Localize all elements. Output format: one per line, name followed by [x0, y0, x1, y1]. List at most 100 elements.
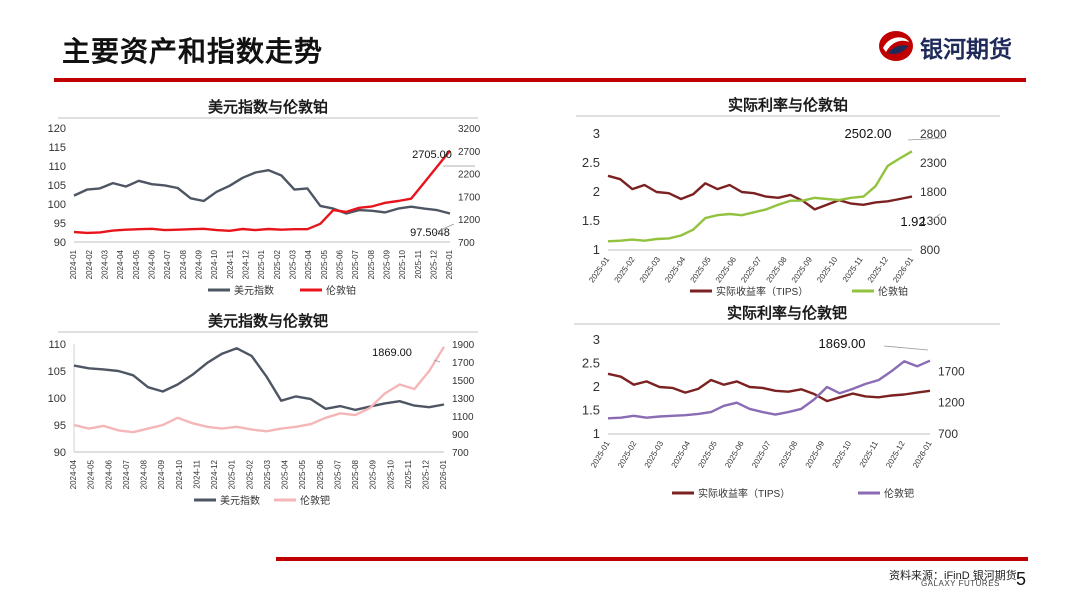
x-tick-label: 2025-11: [414, 249, 423, 278]
x-tick-label: 2024-11: [192, 459, 201, 488]
x-tick-label: 2026-01: [891, 255, 916, 285]
x-tick-label: 2024-08: [140, 459, 149, 489]
chart-tips-platinum-svg: 实际利率与伦敦铂 1 1.5 2 2.5 3 800 1300 1800 2300 2800 2025…: [576, 96, 1000, 298]
x-tick-label: 2025-09: [382, 249, 391, 279]
x-tick-label: 2024-09: [157, 459, 166, 489]
x-tick-label: 2025-09: [790, 255, 815, 285]
data-label: 1869.00: [819, 336, 866, 351]
x-tick-label: 2024-06: [104, 459, 113, 489]
y-left-tick-label: 2: [593, 379, 600, 394]
x-tick-label: 2025-12: [866, 255, 891, 285]
x-tick-label: 2025-03: [643, 439, 666, 469]
x-tick-label: 2025-02: [616, 439, 639, 469]
data-label-leader: [431, 223, 455, 235]
series-line: [73, 168, 451, 215]
y-right-tick-label: 700: [938, 427, 958, 441]
x-tick-label: 2025-01: [257, 249, 266, 279]
y-left-tick-label: 2.5: [582, 155, 600, 170]
x-tick-label: 2025-10: [815, 255, 840, 285]
x-tick-label: 2025-04: [663, 255, 688, 285]
series-line: [73, 346, 446, 434]
legend-label: 伦敦铂: [326, 284, 356, 297]
x-tick-label: 2025-07: [739, 255, 764, 285]
x-tick-label: 2025-04: [304, 249, 313, 279]
galaxy-futures-logo-icon: [879, 31, 913, 61]
y-left-tick-label: 1.5: [582, 213, 600, 228]
x-tick-label: 2024-05: [87, 459, 96, 489]
x-tick-label: 2025-10: [386, 459, 395, 489]
x-tick-label: 2025-10: [831, 439, 854, 469]
x-tick-label: 2024-11: [226, 249, 235, 278]
y-right-tick-label: 1700: [452, 358, 475, 369]
x-tick-label: 2025-11: [404, 459, 413, 488]
footer-rule: [276, 557, 1028, 561]
y-right-tick-label: 1500: [452, 376, 475, 387]
data-label-leader: [929, 213, 941, 223]
data-label: 2705.00: [412, 149, 452, 161]
y-left-tick-label: 1: [593, 242, 600, 257]
y-right-tick-label: 700: [452, 448, 469, 459]
y-right-tick-label: 900: [452, 430, 469, 441]
x-tick-label: 2025-08: [777, 439, 800, 469]
x-tick-label: 2025-06: [316, 459, 325, 489]
x-tick-label: 2025-10: [398, 249, 407, 279]
y-left-tick-label: 120: [48, 123, 66, 135]
page-number: 5: [1016, 569, 1027, 589]
legend-label: 美元指数: [234, 284, 274, 297]
header-rule: [54, 78, 1026, 82]
y-left-tick-label: 115: [48, 142, 66, 154]
x-tick-label: 2024-06: [147, 249, 156, 279]
x-tick-label: 2025-03: [288, 249, 297, 279]
data-label-leader: [433, 359, 441, 363]
x-tick-label: 2024-02: [85, 249, 94, 279]
legend-label: 伦敦钯: [300, 494, 330, 507]
y-right-tick-label: 2800: [920, 127, 947, 141]
y-left-tick-label: 95: [54, 420, 66, 432]
x-tick-label: 2024-12: [210, 459, 219, 489]
x-tick-label: 2026-01: [911, 439, 934, 469]
chart-title: 实际利率与伦敦铂: [728, 96, 848, 114]
data-label: 1.92: [900, 214, 925, 229]
x-tick-label: 2025-08: [367, 249, 376, 279]
x-tick-label: 2025-05: [696, 439, 719, 469]
x-tick-label: 2025-09: [804, 439, 827, 469]
legend-label: 伦敦铂: [878, 285, 908, 298]
x-tick-label: 2024-12: [241, 249, 250, 279]
y-right-tick-label: 1200: [938, 396, 965, 410]
y-left-tick-label: 90: [54, 237, 66, 249]
x-tick-label: 2025-02: [273, 249, 282, 279]
x-tick-label: 2025-07: [333, 459, 342, 489]
series-line: [607, 150, 913, 243]
y-left-tick-label: 105: [48, 180, 66, 192]
y-right-tick-label: 1700: [458, 192, 481, 203]
x-tick-label: 2024-07: [163, 249, 172, 279]
x-tick-label: 2026-01: [439, 459, 448, 489]
x-tick-label: 2025-02: [612, 255, 637, 285]
y-right-tick-label: 1300: [920, 214, 947, 228]
x-tick-label: 2025-06: [714, 255, 739, 285]
x-tick-label: 2025-09: [369, 459, 378, 489]
brand-logo: 银河期货: [876, 26, 1036, 66]
series-line: [73, 347, 445, 412]
y-right-tick-label: 1900: [452, 340, 475, 351]
chart-usd-palladium: 美元指数与伦敦钯 90 95 100 105 110 700 900 1100 1300 1500 1…: [38, 310, 500, 515]
y-left-tick-label: 2: [593, 184, 600, 199]
x-tick-label: 2024-01: [69, 249, 78, 279]
x-tick-label: 2025-01: [589, 439, 612, 469]
y-left-tick-label: 1: [593, 426, 600, 441]
y-left-tick-label: 3: [593, 126, 600, 141]
chart-title: 美元指数与伦敦铂: [208, 98, 328, 116]
x-tick-label: 2025-04: [670, 439, 693, 469]
x-tick-label: 2025-07: [351, 249, 360, 279]
y-right-tick-label: 1100: [452, 412, 474, 423]
y-right-tick-label: 3200: [458, 124, 481, 135]
x-tick-label: 2025-01: [587, 255, 612, 285]
x-tick-label: 2024-09: [194, 249, 203, 279]
x-tick-label: 2025-06: [335, 249, 344, 279]
chart-title: 实际利率与伦敦钯: [727, 304, 847, 322]
series-line: [607, 372, 931, 403]
x-tick-label: 2025-08: [764, 255, 789, 285]
y-right-tick-label: 1300: [452, 394, 475, 405]
chart-tips-palladium: 实际利率与伦敦钯 1 1.5 2 2.5 3 700 1200 1700 2025-01 2025-…: [560, 304, 1012, 509]
